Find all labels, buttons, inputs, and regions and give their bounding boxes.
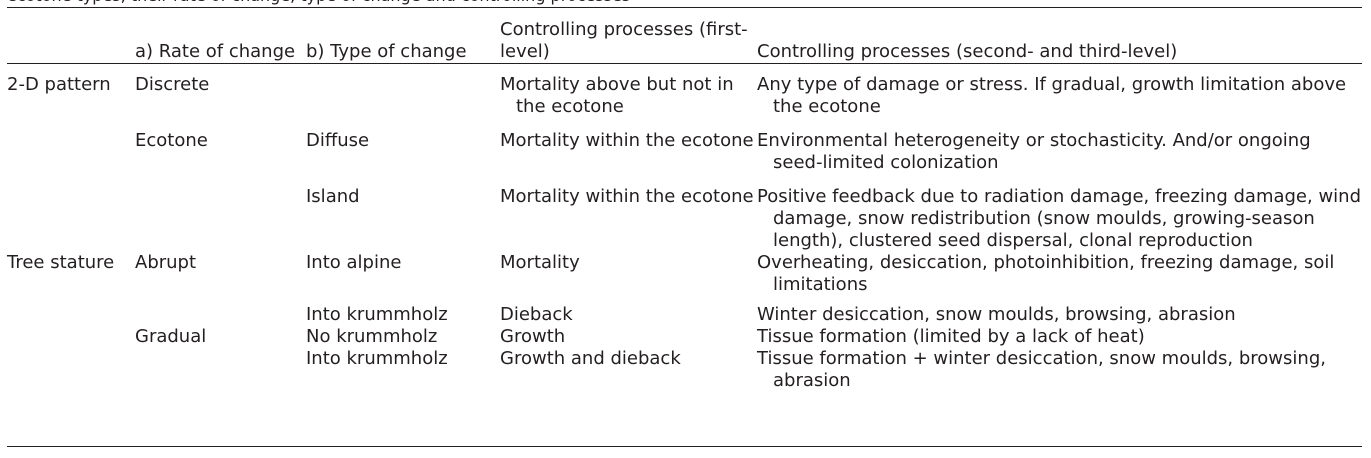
cell-type	[306, 64, 500, 118]
header-group	[7, 15, 135, 64]
cell-rate: Gradual	[135, 326, 207, 347]
cell-type: Diffuse	[306, 130, 370, 151]
cell-first-level: Dieback	[500, 304, 573, 325]
cell-type: No krummholz	[306, 326, 438, 347]
header-second-third-level-processes: Controlling processes (second- and third…	[757, 41, 1178, 62]
table-row: 2-D pattern Discrete Mortality above but…	[7, 64, 1362, 118]
cell-first-level: Mortality within the ecotone	[500, 186, 754, 207]
cell-rate	[135, 348, 306, 392]
cell-rate	[135, 296, 306, 326]
cell-first-level: Mortality	[500, 252, 580, 273]
table-header-rule	[7, 63, 1362, 64]
cell-rate: Discrete	[135, 74, 210, 95]
cell-rate	[135, 174, 306, 252]
table-top-rule	[7, 7, 1362, 9]
table-caption-fragment: ecotone types, their rate of change, typ…	[7, 0, 630, 5]
header-rate-of-change: a) Rate of change	[135, 41, 296, 62]
header-type-of-change: b) Type of change	[306, 41, 467, 62]
cell-type: Into krummholz	[306, 304, 448, 325]
cell-second-level: Positive feedback due to radiation damag…	[757, 186, 1362, 251]
cell-second-level: Overheating, desiccation, photoinhibitio…	[757, 252, 1335, 295]
cell-group	[7, 118, 135, 174]
table-bottom-rule	[7, 446, 1362, 448]
cell-group	[7, 296, 135, 326]
table-row: Island Mortality within the ecotone Posi…	[7, 174, 1362, 252]
table-row: Into krummholz Dieback Winter desiccatio…	[7, 296, 1362, 326]
table-row: Tree stature Abrupt Into alpine Mortalit…	[7, 252, 1362, 296]
cell-first-level: Growth	[500, 326, 566, 347]
table-header-row: a) Rate of change b) Type of change Cont…	[7, 15, 1362, 64]
cell-second-level: Environmental heterogeneity or stochasti…	[757, 130, 1311, 173]
table-row: Ecotone Diffuse Mortality within the eco…	[7, 118, 1362, 174]
cell-type: Into krummholz	[306, 348, 448, 369]
cell-second-level: Any type of damage or stress. If gradual…	[757, 74, 1347, 117]
cell-rate: Abrupt	[135, 252, 197, 273]
ecotone-table: a) Rate of change b) Type of change Cont…	[7, 15, 1362, 392]
cell-group	[7, 348, 135, 392]
cell-group: 2-D pattern	[7, 74, 111, 95]
table-row: Gradual No krummholz Growth Tissue forma…	[7, 326, 1362, 348]
cell-first-level: Mortality within the ecotone	[500, 130, 754, 151]
cell-second-level: Tissue formation + winter desiccation, s…	[757, 348, 1326, 391]
cell-first-level: Growth and dieback	[500, 348, 681, 369]
cell-group: Tree stature	[7, 252, 115, 273]
cell-type: Island	[306, 186, 360, 207]
header-first-level-processes: Controlling processes (first-level)	[500, 19, 748, 62]
cell-group	[7, 174, 135, 252]
cell-type: Into alpine	[306, 252, 402, 273]
cell-group	[7, 326, 135, 348]
cell-rate: Ecotone	[135, 130, 208, 151]
cell-second-level: Tissue formation (limited by a lack of h…	[757, 326, 1145, 347]
cell-second-level: Winter desiccation, snow moulds, browsin…	[757, 304, 1236, 325]
cell-first-level: Mortality above but not in the ecotone	[500, 74, 734, 117]
table-row: Into krummholz Growth and dieback Tissue…	[7, 348, 1362, 392]
